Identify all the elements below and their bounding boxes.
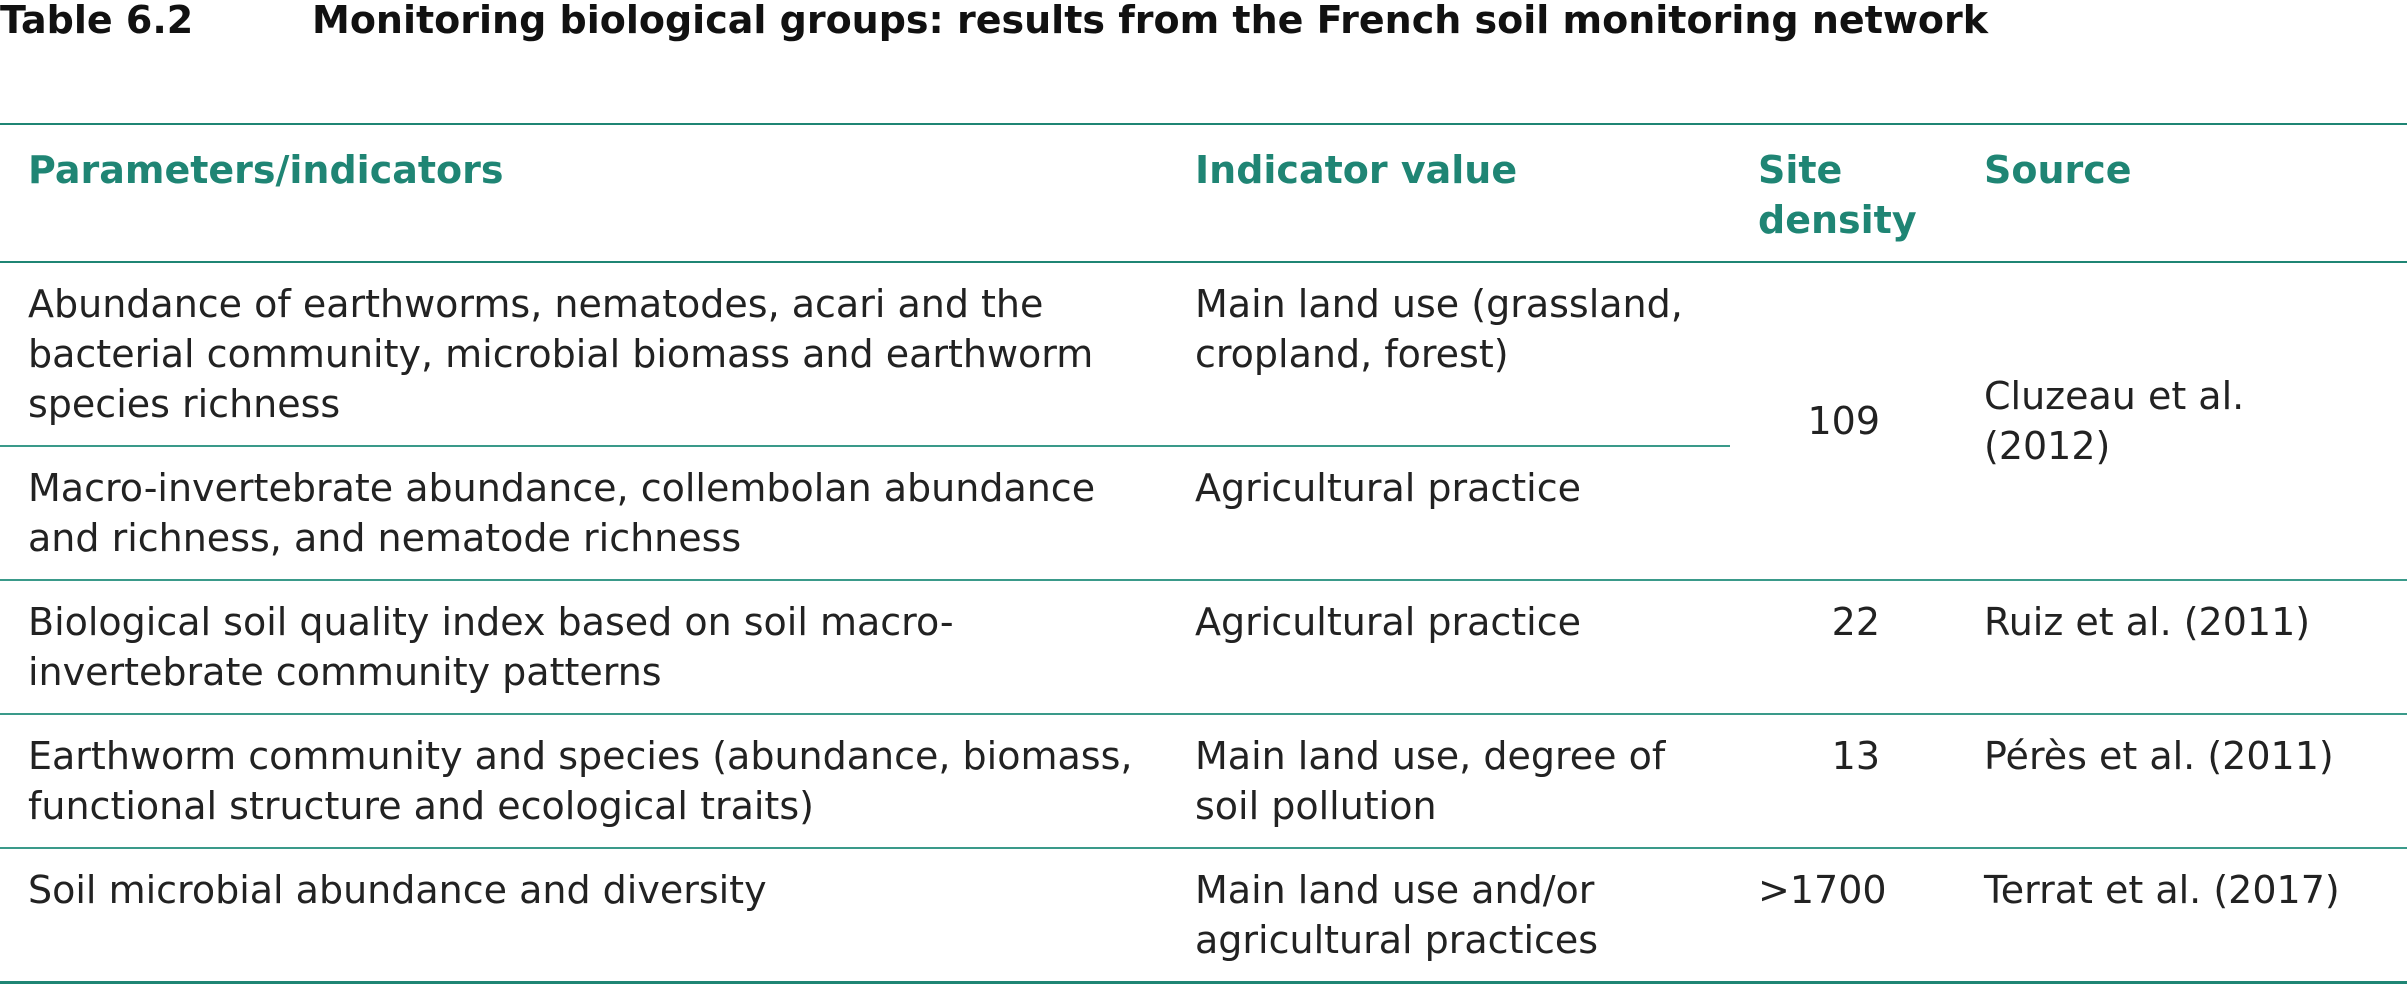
table-row: Abundance of earthworms, nematodes, acar… bbox=[0, 262, 2407, 581]
cell-indicator-value: Main land use and/or agricultural practi… bbox=[1167, 848, 1730, 984]
header-parameters: Parameters/indicators bbox=[0, 123, 1167, 263]
table-number: Table 6.2 bbox=[0, 0, 194, 42]
cell-source: Terrat et al. (2017) bbox=[1956, 848, 2407, 984]
cell-indicator-value: Agricultural practice bbox=[1167, 446, 1730, 581]
table-row: Biological soil quality index based on s… bbox=[0, 580, 2407, 715]
header-source: Source bbox=[1956, 123, 2407, 263]
cell-indicator-value: Agricultural practice bbox=[1167, 580, 1730, 715]
header-indicator-value: Indicator value bbox=[1167, 123, 1730, 263]
cell-site-density: >1700 bbox=[1730, 848, 1956, 984]
cell-indicator-value: Main land use (grassland, cropland, fore… bbox=[1167, 262, 1730, 447]
cell-source: Pérès et al. (2011) bbox=[1956, 714, 2407, 849]
cell-parameters: Biological soil quality index based on s… bbox=[0, 580, 1167, 715]
cell-source: Ruiz et al. (2011) bbox=[1956, 580, 2407, 715]
cell-indicator-value: Main land use, degree of soil pollution bbox=[1167, 714, 1730, 849]
cell-parameters: Abundance of earthworms, nematodes, acar… bbox=[0, 262, 1167, 447]
cell-parameters: Soil microbial abundance and diversity bbox=[0, 848, 1167, 984]
table-caption: Monitoring biological groups: results fr… bbox=[312, 0, 1989, 42]
cell-site-density: 109 bbox=[1730, 262, 1956, 581]
table-header-row: Parameters/indicators Indicator value Si… bbox=[0, 123, 2407, 263]
cell-site-density: 22 bbox=[1730, 580, 1956, 715]
table-row: Macro-invertebrate abundance, collembola… bbox=[0, 446, 2407, 581]
cell-parameters: Earthworm community and species (abundan… bbox=[0, 714, 1167, 849]
header-site-density: Site density bbox=[1730, 123, 1956, 263]
table-row: Earthworm community and species (abundan… bbox=[0, 714, 2407, 849]
cell-parameters: Macro-invertebrate abundance, collembola… bbox=[0, 446, 1167, 581]
cell-source: Cluzeau et al. (2012) bbox=[1956, 262, 2407, 581]
table-row: Soil microbial abundance and diversity M… bbox=[0, 848, 2407, 984]
cell-site-density: 13 bbox=[1730, 714, 1956, 849]
monitoring-table: Parameters/indicators Indicator value Si… bbox=[0, 123, 2407, 984]
